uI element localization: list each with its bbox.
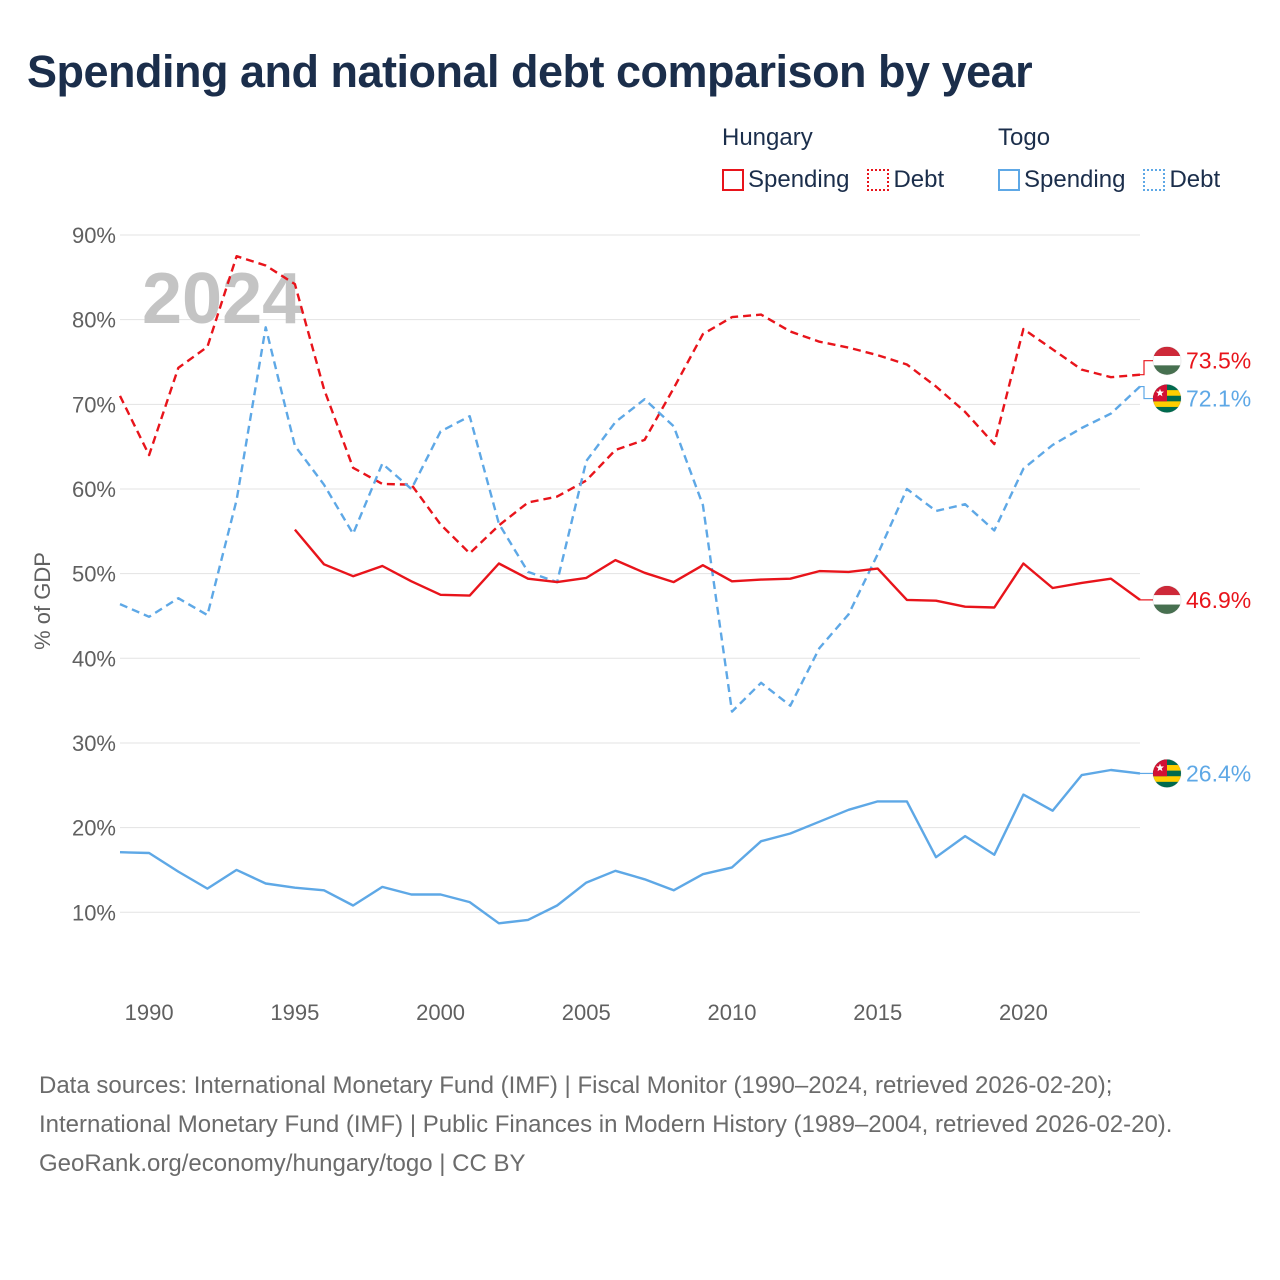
x-tick-label: 2020 [999,1000,1048,1025]
y-tick-label: 50% [72,562,116,587]
togo-flag-icon [1152,758,1182,788]
y-tick-label: 90% [72,223,116,248]
legend-group-hungary: Hungary Spending Debt [722,122,944,194]
x-axis-ticks: 1990 1995 2000 2005 2010 2015 2020 [125,1000,1048,1025]
end-label-hungary-spending: 46.9% [1186,587,1251,613]
y-tick-label: 10% [72,900,116,925]
legend-item-hungary-debt[interactable]: Debt [867,166,944,194]
end-label-togo-debt: 72.1% [1186,386,1251,412]
legend-label-hungary-spending: Spending [748,166,850,193]
year-watermark: 2024 [142,259,302,339]
legend-item-togo-spending[interactable]: Spending [998,166,1125,194]
legend-item-togo-debt[interactable]: Debt [1143,166,1220,194]
legend-swatch-togo-spending [998,169,1020,191]
legend-country-hungary: Hungary [722,124,813,151]
x-tick-label: 2015 [853,1000,902,1025]
footer: Data sources: International Monetary Fun… [39,1066,1239,1183]
legend-swatch-hungary-debt [867,169,890,191]
chart-title: Spending and national debt comparison by… [27,46,1033,97]
togo-flag-icon [1152,384,1182,414]
end-connector [1140,385,1153,400]
data-sources: Data sources: International Monetary Fun… [39,1072,1173,1138]
legend-swatch-togo-debt [1143,169,1166,191]
hungary-flag-icon [1152,346,1182,376]
y-tick-label: 70% [72,392,116,417]
y-axis-label: % of GDP [30,552,55,650]
legend-swatch-hungary-spending [722,169,744,191]
legend-item-hungary-spending[interactable]: Spending [722,166,849,194]
series-line-togo-debt[interactable] [119,326,1141,713]
x-tick-label: 2010 [708,1000,757,1025]
series [118,255,1141,925]
legend-label-togo-spending: Spending [1024,166,1126,193]
end-label-togo-spending: 26.4% [1186,760,1251,786]
hungary-flag-icon [1152,585,1182,615]
legend-group-togo: Togo Spending Debt [998,122,1220,194]
y-axis-ticks: 10% 20% 30% 40% 50% 60% 70% 80% 90% [72,223,116,925]
legend-country-togo: Togo [998,124,1051,151]
line-chart: 2024 10%20%30%40%50%60%70%80%90% 1990 199… [30,223,1251,1025]
y-tick-label: 40% [72,646,116,671]
grid [120,234,1140,913]
series-line-hungary-debt[interactable] [118,255,1141,555]
y-tick-label: 30% [72,731,116,756]
x-tick-label: 2005 [562,1000,611,1025]
series-line-togo-spending[interactable] [119,768,1141,925]
series-line-hungary-spending[interactable] [293,528,1141,609]
legend-label-hungary-debt: Debt [893,166,945,193]
x-tick-label: 1995 [270,1000,319,1025]
x-tick-label: 2000 [416,1000,465,1025]
end-label-hungary-debt: 73.5% [1186,348,1251,374]
end-connector [1140,360,1153,376]
y-tick-label: 20% [72,816,116,841]
y-tick-label: 80% [72,308,116,333]
end-labels: 73.5% 72.1% 46.9% 26.4% [1140,346,1251,788]
y-tick-label: 60% [72,477,116,502]
credit-line[interactable]: GeoRank.org/economy/hungary/togo | CC BY [39,1150,526,1177]
legend-label-togo-debt: Debt [1169,166,1221,193]
x-tick-label: 1990 [125,1000,174,1025]
